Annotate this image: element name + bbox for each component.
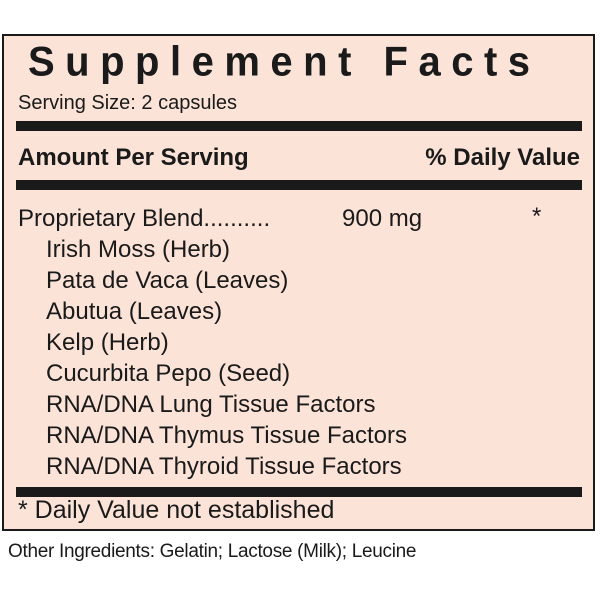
other-ingredients: Other Ingredients: Gelatin; Lactose (Mil… xyxy=(8,541,417,562)
ingredient-item: RNA/DNA Lung Tissue Factors xyxy=(46,391,376,418)
panel-title: Supplement Facts xyxy=(28,38,541,86)
divider-bar xyxy=(16,487,582,497)
ingredient-item: Pata de Vaca (Leaves) xyxy=(46,267,289,294)
ingredient-item: RNA/DNA Thymus Tissue Factors xyxy=(46,422,407,449)
blend-name: Proprietary Blend.......... xyxy=(18,205,271,232)
ingredient-item: Kelp (Herb) xyxy=(46,329,169,356)
serving-size: Serving Size: 2 capsules xyxy=(18,92,238,114)
footnote: * Daily Value not established xyxy=(18,496,335,524)
ingredient-item: Abutua (Leaves) xyxy=(46,298,223,325)
amount-per-serving-header: Amount Per Serving xyxy=(18,144,249,171)
divider-bar xyxy=(16,180,582,190)
blend-daily-value: * xyxy=(532,203,542,230)
blend-amount: 900 mg xyxy=(342,205,423,232)
divider-bar xyxy=(16,121,582,131)
ingredient-item: Cucurbita Pepo (Seed) xyxy=(46,360,291,387)
ingredient-item: RNA/DNA Thyroid Tissue Factors xyxy=(46,453,402,480)
supplement-facts-panel xyxy=(2,34,595,531)
daily-value-header: % Daily Value xyxy=(425,144,580,171)
ingredient-item: Irish Moss (Herb) xyxy=(46,236,231,263)
